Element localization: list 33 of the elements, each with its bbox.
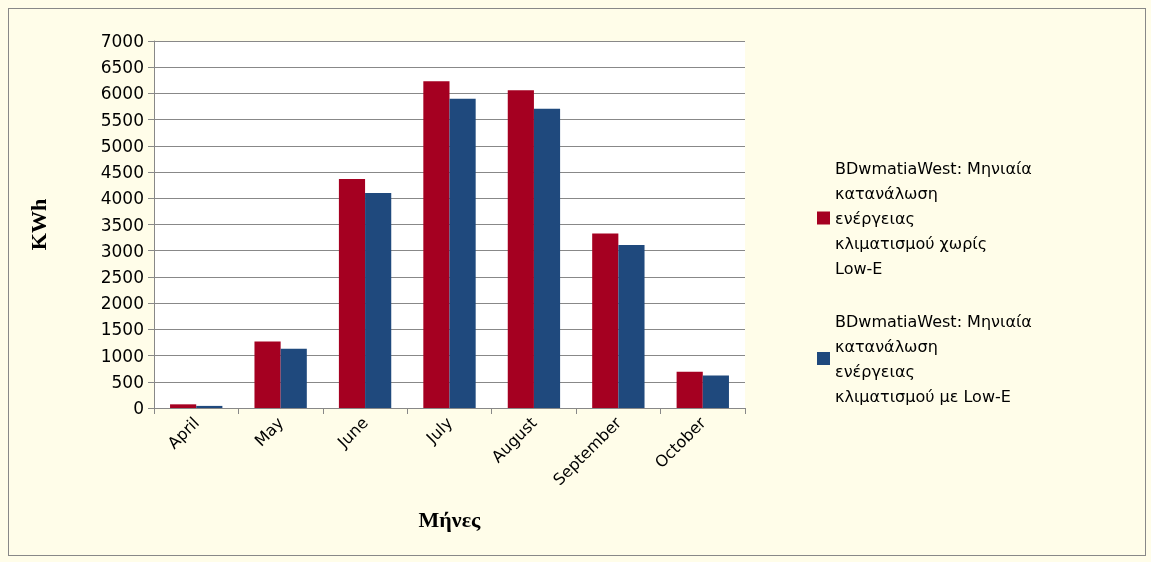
bar: [507, 90, 534, 408]
bar: [533, 108, 561, 408]
y-tick-label: 2500: [100, 266, 144, 287]
legend-label: BDwmatiaWest: Μηνιαία κατανάλωση ενέργειας κλιματισμού με Low-E: [835, 311, 1037, 406]
y-tick-label: 5500: [100, 109, 144, 130]
bar: [280, 348, 307, 408]
y-tick-label: 4000: [100, 188, 144, 209]
bar: [702, 375, 729, 408]
bar: [365, 193, 392, 408]
y-tick-label: 7000: [100, 31, 144, 51]
legend-label: BDwmatiaWest: Μηνιαία κατανάλωση ενέργειας κλιματισμού χωρίς Low-E: [835, 158, 1037, 278]
bar: [618, 244, 645, 408]
y-tick-label: 0: [133, 398, 144, 418]
y-tick-label: 6500: [100, 57, 144, 78]
bar: [423, 81, 450, 408]
y-tick-label: 3500: [100, 214, 144, 235]
bar: [338, 178, 366, 408]
y-tick-label: 6000: [100, 83, 144, 104]
x-axis-title: Μήνες: [418, 506, 482, 532]
bar: [196, 405, 223, 408]
y-tick-label: 2000: [100, 293, 144, 314]
y-tick-label: 1500: [100, 319, 144, 340]
bar: [676, 371, 703, 408]
y-axis-title: KWh: [25, 198, 51, 251]
y-tick-label: 500: [111, 371, 144, 392]
y-tick-label: 1000: [100, 345, 144, 366]
bar: [254, 341, 281, 408]
bar: [170, 404, 197, 408]
y-tick-label: 3000: [100, 240, 144, 261]
y-tick-label: 5000: [100, 135, 144, 156]
y-tick-label: 4500: [100, 162, 144, 183]
bar: [449, 98, 476, 408]
bar: [592, 233, 619, 408]
